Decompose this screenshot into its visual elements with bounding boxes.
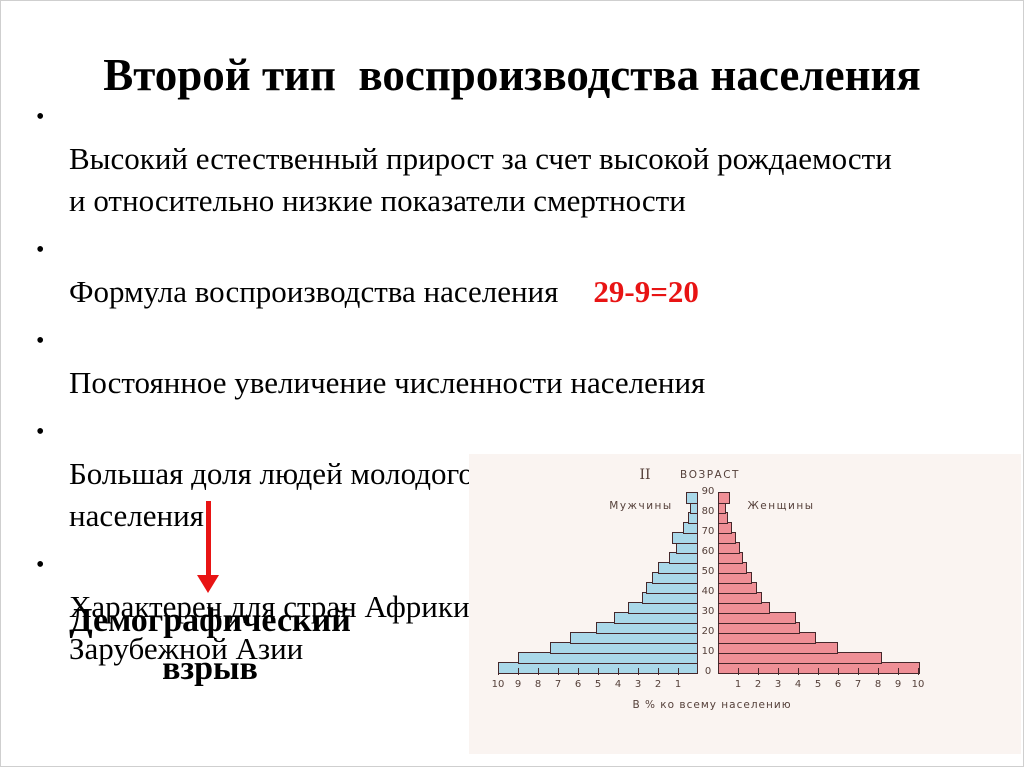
bullet-dot-icon: •: [36, 237, 45, 263]
x-tick-mark-right: [858, 668, 859, 675]
pyramid-bar-men-55: [669, 552, 698, 564]
age-tick-label: 60: [701, 546, 715, 557]
bullet-dot-icon: •: [36, 552, 45, 578]
bullet-text-3: Постоянное увеличение численности населе…: [69, 365, 706, 400]
pyramid-bar-men-40: [646, 582, 698, 594]
down-arrow-icon: [206, 501, 211, 577]
x-tick-label-left: 5: [594, 679, 602, 690]
x-tick-mark-left: [578, 668, 579, 675]
bullet-text-2: Формула воспроизводства населения: [69, 274, 559, 309]
age-axis-label: ВОЗРАСТ: [680, 469, 740, 481]
bullet-dot-icon: •: [36, 328, 45, 354]
x-tick-label-left: 9: [514, 679, 522, 690]
bullet-item-3: • Постоянное увеличение численности насел…: [36, 320, 988, 404]
reproduction-formula: 29-9=20: [593, 274, 699, 309]
pyramid-bar-women-5: [718, 652, 882, 664]
population-pyramid-chart: II ВОЗРАСТ Мужчины Женщины В % ко всему …: [469, 454, 1021, 754]
x-tick-mark-left: [598, 668, 599, 675]
down-arrow-head-icon: [197, 575, 219, 593]
pyramid-bar-men-5: [518, 652, 698, 664]
age-tick-label: 30: [701, 606, 715, 617]
x-tick-mark-right: [818, 668, 819, 675]
pyramid-bar-women-40: [718, 582, 757, 594]
x-tick-mark-right: [838, 668, 839, 675]
pyramid-bar-men-10: [550, 642, 698, 654]
pyramid-bar-men-20: [596, 622, 698, 634]
pyramid-bar-women-85: [718, 492, 730, 504]
x-tick-mark-right: [898, 668, 899, 675]
pyramid-type-marker: II: [639, 467, 651, 483]
pyramid-bar-men-30: [628, 602, 698, 614]
age-tick-label: 0: [704, 666, 712, 677]
x-tick-label-right: 7: [854, 679, 862, 690]
x-tick-label-left: 3: [634, 679, 642, 690]
x-tick-label-right: 6: [834, 679, 842, 690]
pyramid-bar-women-45: [718, 572, 752, 584]
pyramid-bar-women-30: [718, 602, 770, 614]
bullet-item-1: • Высокий естественный прирост за счет вы…: [36, 96, 988, 222]
slide-title: Второй тип воспроизводства населения: [103, 50, 921, 101]
x-tick-label-left: 4: [614, 679, 622, 690]
x-tick-label-right: 8: [874, 679, 882, 690]
x-tick-label-left: 6: [574, 679, 582, 690]
bullet-dot-icon: •: [36, 104, 45, 130]
bullet-item-2: • Формула воспроизводства населения 29-9=2…: [36, 229, 988, 313]
x-tick-label-left: 10: [491, 679, 505, 690]
men-series-label: Мужчины: [609, 500, 673, 512]
pyramid-bar-women-0: [718, 662, 920, 674]
x-tick-label-right: 5: [814, 679, 822, 690]
x-tick-mark-left: [558, 668, 559, 675]
x-tick-mark-left: [638, 668, 639, 675]
x-tick-mark-right: [798, 668, 799, 675]
x-tick-mark-right: [758, 668, 759, 675]
age-tick-label: 10: [701, 646, 715, 657]
pyramid-bar-women-60: [718, 542, 740, 554]
x-tick-label-left: 8: [534, 679, 542, 690]
bullet-text-1: Высокий естественный прирост за счет выс…: [69, 141, 892, 218]
x-tick-label-right: 10: [911, 679, 925, 690]
age-tick-label: 20: [701, 626, 715, 637]
x-tick-label-left: 2: [654, 679, 662, 690]
age-tick-label: 80: [701, 506, 715, 517]
age-tick-label: 90: [701, 486, 715, 497]
x-tick-mark-left: [658, 668, 659, 675]
pyramid-bar-men-35: [642, 592, 698, 604]
pyramid-bar-men-45: [652, 572, 698, 584]
x-tick-label-left: 1: [674, 679, 682, 690]
x-tick-label-right: 4: [794, 679, 802, 690]
women-series-label: Женщины: [747, 500, 815, 512]
bullet-dot-icon: •: [36, 419, 45, 445]
x-tick-label-right: 2: [754, 679, 762, 690]
x-tick-mark-left: [498, 668, 499, 675]
percent-axis-caption: В % ко всему населению: [632, 699, 792, 711]
pyramid-bar-men-50: [658, 562, 698, 574]
age-tick-label: 70: [701, 526, 715, 537]
pyramid-bar-women-15: [718, 632, 816, 644]
x-tick-mark-left: [618, 668, 619, 675]
x-tick-mark-right: [778, 668, 779, 675]
pyramid-bar-men-15: [570, 632, 698, 644]
age-tick-label: 50: [701, 566, 715, 577]
pyramid-bar-women-55: [718, 552, 743, 564]
x-tick-mark-left: [518, 668, 519, 675]
age-tick-label: 40: [701, 586, 715, 597]
x-tick-mark-right: [878, 668, 879, 675]
x-tick-mark-left: [538, 668, 539, 675]
pyramid-bar-men-25: [614, 612, 698, 624]
x-tick-mark-left: [678, 668, 679, 675]
x-tick-label-left: 7: [554, 679, 562, 690]
pyramid-bar-women-35: [718, 592, 762, 604]
pyramid-bar-women-25: [718, 612, 796, 624]
x-tick-mark-right: [738, 668, 739, 675]
demographic-explosion-label: Демографический взрыв: [69, 602, 351, 687]
x-tick-label-right: 9: [894, 679, 902, 690]
pyramid-bar-women-10: [718, 642, 838, 654]
pyramid-bar-men-85: [686, 492, 698, 504]
x-tick-label-right: 3: [774, 679, 782, 690]
pyramid-bar-women-50: [718, 562, 747, 574]
x-tick-mark-right: [918, 668, 919, 675]
pyramid-bar-women-20: [718, 622, 800, 634]
x-tick-label-right: 1: [734, 679, 742, 690]
